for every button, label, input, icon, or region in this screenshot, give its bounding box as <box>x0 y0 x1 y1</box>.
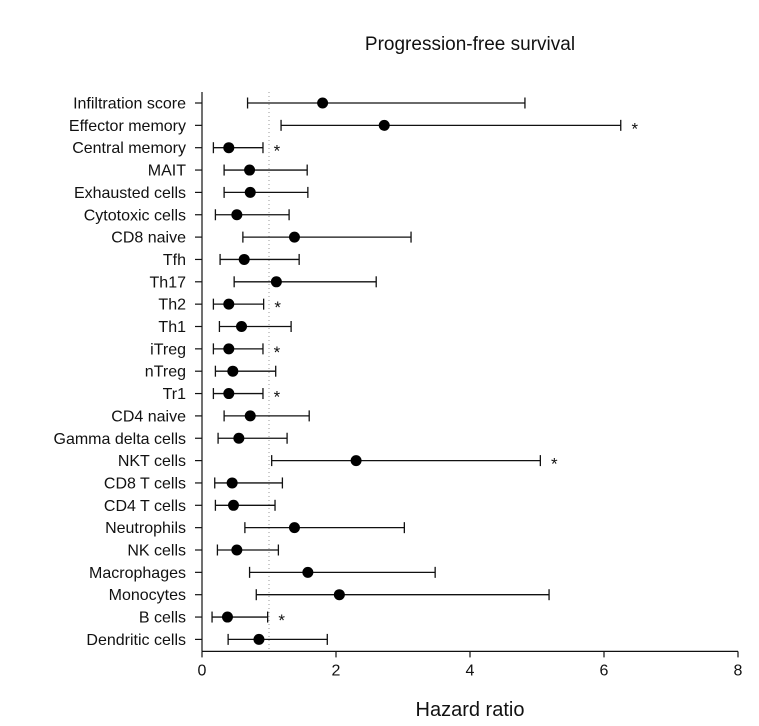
forest-row: Monocytes <box>109 587 550 604</box>
forest-row: Dendritic cells <box>86 632 328 649</box>
forest-row: Macrophages <box>89 565 436 582</box>
hazard-ratio-point <box>378 119 390 131</box>
hazard-ratio-point <box>223 343 235 355</box>
row-label: Infiltration score <box>73 96 186 113</box>
forest-row: Tr1 * <box>163 386 281 407</box>
forest-row: Neutrophils <box>105 520 405 537</box>
forest-row: CD4 naive <box>111 408 310 425</box>
significance-marker: * <box>274 388 281 407</box>
row-label: Neutrophils <box>105 520 186 537</box>
significance-marker: * <box>274 343 281 362</box>
forest-row: Th1 <box>158 319 292 336</box>
row-label: Dendritic cells <box>86 632 186 649</box>
hazard-ratio-point <box>288 231 300 243</box>
row-label: nTreg <box>145 364 186 381</box>
hazard-ratio-point <box>226 477 238 489</box>
row-label: NK cells <box>127 543 186 560</box>
x-axis-ticks: 0 2 4 6 8 <box>198 651 743 679</box>
row-label: Effector memory <box>69 118 186 135</box>
row-label: CD8 T cells <box>104 475 186 492</box>
significance-marker: * <box>274 298 281 317</box>
forest-row: Exhausted cells <box>74 185 309 202</box>
hazard-ratio-point <box>253 633 265 645</box>
x-tick-label: 6 <box>600 662 609 679</box>
x-tick-label: 8 <box>734 662 743 679</box>
forest-row: iTreg * <box>150 341 281 362</box>
x-tick-label: 4 <box>466 662 475 679</box>
row-label: Cytotoxic cells <box>84 207 186 224</box>
hazard-ratio-point <box>288 522 300 534</box>
row-label: iTreg <box>150 341 186 358</box>
hazard-ratio-point <box>238 253 250 265</box>
significance-marker: * <box>278 611 285 630</box>
forest-row: Tfh <box>163 252 300 269</box>
row-label: Tr1 <box>163 386 187 403</box>
row-label: Tfh <box>163 252 186 269</box>
forest-row: Central memory * <box>72 140 280 161</box>
forest-row: B cells * <box>139 610 285 631</box>
hazard-ratio-point <box>270 276 282 288</box>
row-label: Central memory <box>72 140 186 157</box>
hazard-ratio-point <box>317 97 329 109</box>
row-label: Gamma delta cells <box>54 431 187 448</box>
hazard-ratio-point <box>244 410 256 422</box>
forest-row: Effector memory * <box>69 118 639 139</box>
hazard-ratio-point <box>223 388 235 400</box>
hazard-ratio-point <box>231 544 243 556</box>
hazard-ratio-point <box>231 209 243 221</box>
row-label: Macrophages <box>89 565 186 582</box>
forest-row: Cytotoxic cells <box>84 207 290 224</box>
forest-row: nTreg <box>145 364 277 381</box>
chart-title: Progression-free survival <box>365 34 575 55</box>
forest-row: CD8 naive <box>111 230 412 247</box>
hazard-ratio-point <box>350 455 362 467</box>
forest-row: Infiltration score <box>73 96 526 113</box>
hazard-ratio-point <box>223 298 235 310</box>
hazard-ratio-point <box>236 321 248 332</box>
row-label: CD4 T cells <box>104 498 186 515</box>
significance-marker: * <box>551 455 558 474</box>
hazard-ratio-point <box>302 566 314 578</box>
row-label: NKT cells <box>118 453 186 470</box>
row-label: Exhausted cells <box>74 185 186 202</box>
x-tick-label: 0 <box>198 662 207 679</box>
significance-marker: * <box>631 119 638 138</box>
forest-row: Th17 <box>150 274 377 291</box>
forest-row: Th2 * <box>158 297 281 318</box>
hazard-ratio-point <box>333 589 345 601</box>
row-label: B cells <box>139 610 186 627</box>
x-axis-label: Hazard ratio <box>416 699 525 721</box>
forest-row: NK cells <box>127 543 280 560</box>
row-label: Th2 <box>158 297 186 314</box>
forest-row: MAIT <box>148 163 308 180</box>
forest-row: CD4 T cells <box>104 498 276 515</box>
row-label: CD4 naive <box>111 408 186 425</box>
hazard-ratio-point <box>233 432 245 444</box>
forest-row: CD8 T cells <box>104 475 284 492</box>
row-label: CD8 naive <box>111 230 186 247</box>
hazard-ratio-point <box>221 611 233 623</box>
hazard-ratio-point <box>244 164 256 176</box>
hazard-ratio-point <box>227 499 239 511</box>
row-label: MAIT <box>148 163 186 180</box>
row-label: Th1 <box>158 319 186 336</box>
row-label: Monocytes <box>109 587 186 604</box>
hazard-ratio-point <box>227 365 239 377</box>
hazard-ratio-point <box>244 186 256 198</box>
significance-marker: * <box>274 142 281 161</box>
hazard-ratio-point <box>223 142 235 154</box>
row-label: Th17 <box>150 274 187 291</box>
forest-row: NKT cells * <box>118 453 558 474</box>
forest-row: Gamma delta cells <box>54 431 288 448</box>
x-tick-label: 2 <box>332 662 341 679</box>
